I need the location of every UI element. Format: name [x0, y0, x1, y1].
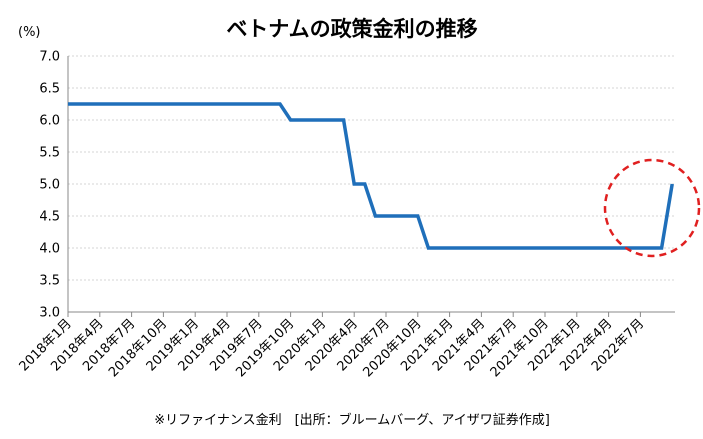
y-tick-label: 3.0	[39, 306, 60, 321]
y-tick-label: 5.0	[39, 178, 60, 193]
footnote: ※リファイナンス金利 [出所：ブルームバーグ、アイザワ証券作成]	[154, 412, 550, 428]
highlight-circle	[603, 158, 701, 258]
y-tick-labels: 7.0 6.5 6.0 5.5 5.0 4.5 4.0 3.5 3.0	[39, 50, 60, 321]
y-tick-label: 4.0	[39, 242, 60, 257]
chart-title: ベトナムの政策金利の推移	[226, 17, 477, 41]
y-tick-label: 6.5	[39, 82, 60, 97]
y-axis-unit-label: (%)	[18, 25, 41, 40]
series-layer	[68, 102, 674, 250]
axes	[67, 56, 675, 317]
y-tick-label: 6.0	[39, 114, 60, 129]
y-tick-label: 5.5	[39, 146, 60, 161]
series-line	[68, 102, 674, 250]
x-tick-labels: 2018年1月2018年4月2018年7月2018年10月2019年1月2019…	[17, 316, 648, 380]
y-tick-label: 7.0	[39, 50, 60, 65]
y-tick-label: 3.5	[39, 274, 60, 289]
y-tick-label: 4.5	[39, 210, 60, 225]
